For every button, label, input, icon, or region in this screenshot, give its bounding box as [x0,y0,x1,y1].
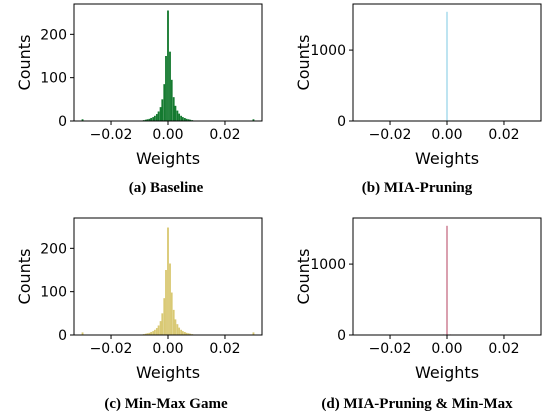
panel-a-bar [170,79,173,121]
panel-a-ytick-label: 100 [40,71,67,87]
panel-c-bar [183,331,186,335]
panel-d-xlabel: Weights [415,363,479,382]
panel-a-bar [155,114,158,121]
panel-b-bar [446,11,448,121]
panel-c-bar [180,329,183,335]
panel-c-bar [169,263,171,335]
panel-c-bar [163,298,166,335]
panel-c-bar [181,331,184,335]
panel-c-bar [170,292,173,335]
panel-c-bar [152,331,155,335]
panel-a-bar [185,118,188,121]
panel-a-caption: (a) Baseline [129,180,204,196]
panel-a-bar [189,119,192,121]
panel-c-ytick-label: 200 [40,241,67,257]
panel-c-bar [187,333,190,335]
panel-a-ylabel: Counts [15,35,34,91]
panel-d-caption: (d) MIA-Pruning & Min-Max [321,396,513,412]
panel-b-ylabel: Counts [294,35,313,91]
panel-d-xtick-label: 0.00 [431,341,462,357]
panel-a-bar [161,99,164,121]
panel-a-bar [163,84,166,121]
panel-b-ytick-label: 0 [337,114,346,130]
panel-a-bar [81,119,84,121]
panel-d-xtick-label: −0.02 [369,341,412,357]
panel-a-bar [181,117,184,121]
panel-c-bar [167,227,169,335]
panel-b-ytick-label: 1000 [310,43,346,59]
panel-c-caption: (c) Min-Max Game [104,396,228,412]
panel-a-ytick-label: 200 [40,27,67,43]
panel-a-bar [159,107,162,121]
panel-b-xtick-label: −0.02 [369,127,412,143]
panel-c-bar [189,333,192,335]
panel-c-bar [153,329,156,335]
panel-b-xtick-label: 0.00 [431,127,462,143]
panel-a-bar [169,51,171,121]
panel-c-bar [178,327,181,335]
panel-a-bar [148,118,151,121]
panel-c-bar [252,332,255,335]
panel-d-ytick-label: 1000 [310,257,346,273]
panel-c-ytick-label: 0 [58,328,67,344]
panel-c-xtick-label: 0.02 [209,341,240,357]
panel-a-bar [167,10,169,121]
panel-c-bar [146,333,149,335]
panel-d-ylabel: Counts [294,249,313,305]
panel-a-xlabel: Weights [136,149,200,168]
panel-c-bar [185,332,188,335]
panel-a-xtick-label: 0.02 [209,127,240,143]
panel-a-bar [165,56,167,121]
panel-d-xtick-label: 0.02 [488,341,519,357]
panel-a-xtick-label: −0.02 [90,127,133,143]
panel-a-bar [176,110,179,121]
panel-c-xtick-label: −0.02 [90,341,133,357]
panel-a-bar [172,97,175,121]
panel-a-ytick-label: 0 [58,114,67,130]
panel-c-bar [159,321,162,335]
panel-b-caption: (b) MIA-Pruning [362,180,473,196]
panel-a-bar [183,117,186,121]
panel-c-bar [161,313,164,335]
panel-c-bar [165,270,167,335]
panel-a-bar [157,111,160,121]
panel-c-ytick-label: 100 [40,285,67,301]
panel-a-bar [178,113,181,121]
panel-d-ytick-label: 0 [337,328,346,344]
panel-c-bar [176,324,179,335]
panel-b-xtick-label: 0.02 [488,127,519,143]
panel-c-bar [155,328,158,335]
panel-a-bar [180,115,183,121]
panel-a-bar [150,117,153,121]
panel-a-bar [152,117,155,121]
panel-a-bar [146,119,149,121]
panel-c-xlabel: Weights [136,363,200,382]
panel-c-ylabel: Counts [15,249,34,305]
panel-a-bar [187,119,190,121]
panel-a-bar [144,119,147,121]
panel-c-xtick-label: 0.00 [152,341,183,357]
panel-a-bar [153,115,156,121]
panel-c-bar [81,332,84,335]
panel-b-xlabel: Weights [415,149,479,168]
panel-a-bar [252,119,255,121]
panel-a-xtick-label: 0.00 [152,127,183,143]
panel-c-bar [144,333,147,335]
panel-c-bar [150,331,153,335]
panel-c-bar [174,319,177,335]
panel-a-bar [174,105,177,121]
panel-c-bar [172,309,175,335]
panel-d-bar [446,225,448,335]
panel-c-bar [157,325,160,335]
panel-c-bar [148,332,151,335]
